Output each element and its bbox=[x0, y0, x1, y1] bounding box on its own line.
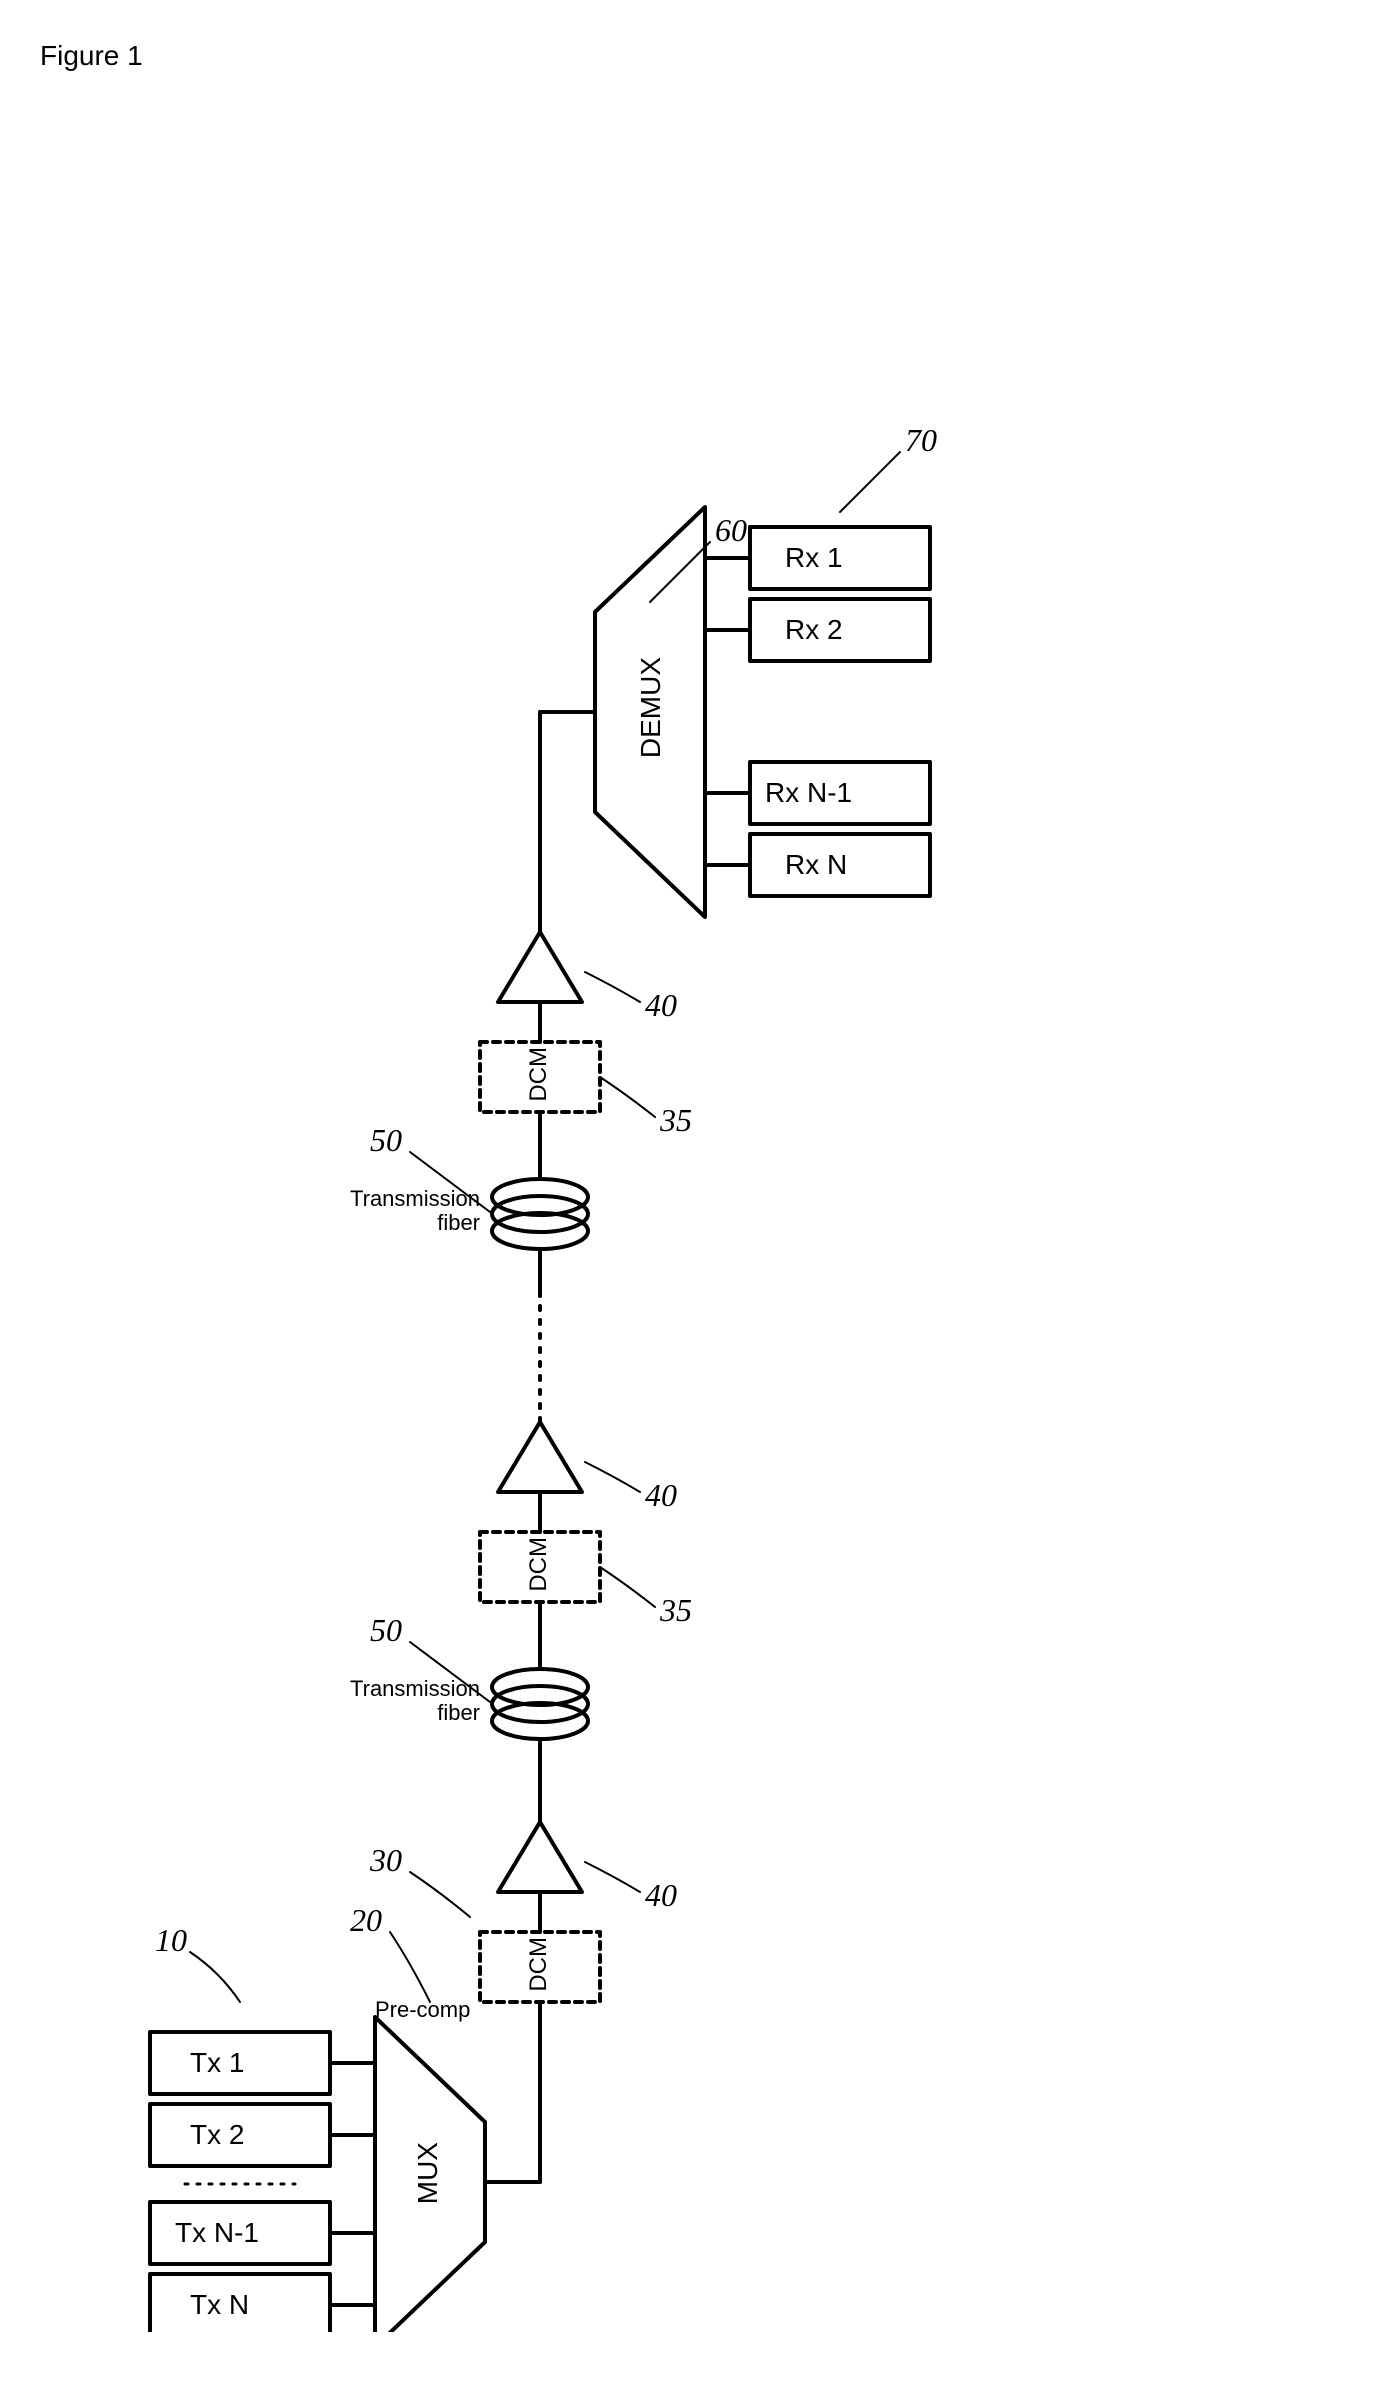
ref-amp1: 40 bbox=[645, 1877, 677, 1914]
dcm2-label: DCM bbox=[525, 1047, 553, 1102]
ref-amp2: 40 bbox=[645, 1477, 677, 1514]
ref-dcm1: 35 bbox=[660, 1592, 692, 1629]
rxn1-label: Rx N-1 bbox=[765, 777, 852, 809]
ref-dcm-precomp: 30 bbox=[370, 1842, 402, 1879]
ref-rx: 70 bbox=[905, 422, 937, 459]
ref-amp3: 40 bbox=[645, 987, 677, 1024]
dcm1-label: DCM bbox=[525, 1537, 553, 1592]
mux-label: MUX bbox=[412, 2142, 444, 2204]
fiber1-label: Transmission fiber bbox=[290, 1677, 480, 1725]
ref-fiber2: 50 bbox=[370, 1122, 402, 1159]
ref-mux: 20 bbox=[350, 1902, 382, 1939]
tx1-label: Tx 1 bbox=[190, 2047, 244, 2079]
fiber2-label: Transmission fiber bbox=[290, 1187, 480, 1235]
rx1-label: Rx 1 bbox=[785, 542, 843, 574]
demux-label: DEMUX bbox=[635, 657, 667, 758]
rxn-label: Rx N bbox=[785, 849, 847, 881]
ref-fiber1: 50 bbox=[370, 1612, 402, 1649]
figure-title: Figure 1 bbox=[40, 40, 1338, 72]
rx2-label: Rx 2 bbox=[785, 614, 843, 646]
diagram-svg bbox=[40, 132, 1340, 2332]
ref-demux: 60 bbox=[715, 512, 747, 549]
txn1-label: Tx N-1 bbox=[175, 2217, 259, 2249]
precomp-label: Pre-comp bbox=[375, 1997, 470, 2023]
txn-label: Tx N bbox=[190, 2289, 249, 2321]
tx2-label: Tx 2 bbox=[190, 2119, 244, 2151]
ref-dcm2: 35 bbox=[660, 1102, 692, 1139]
ref-tx: 10 bbox=[155, 1922, 187, 1959]
diagram: Tx 1 Tx 2 Tx N-1 Tx N MUX Pre-comp DCM D… bbox=[40, 132, 1340, 2332]
dcm-precomp-label: DCM bbox=[525, 1937, 553, 1992]
